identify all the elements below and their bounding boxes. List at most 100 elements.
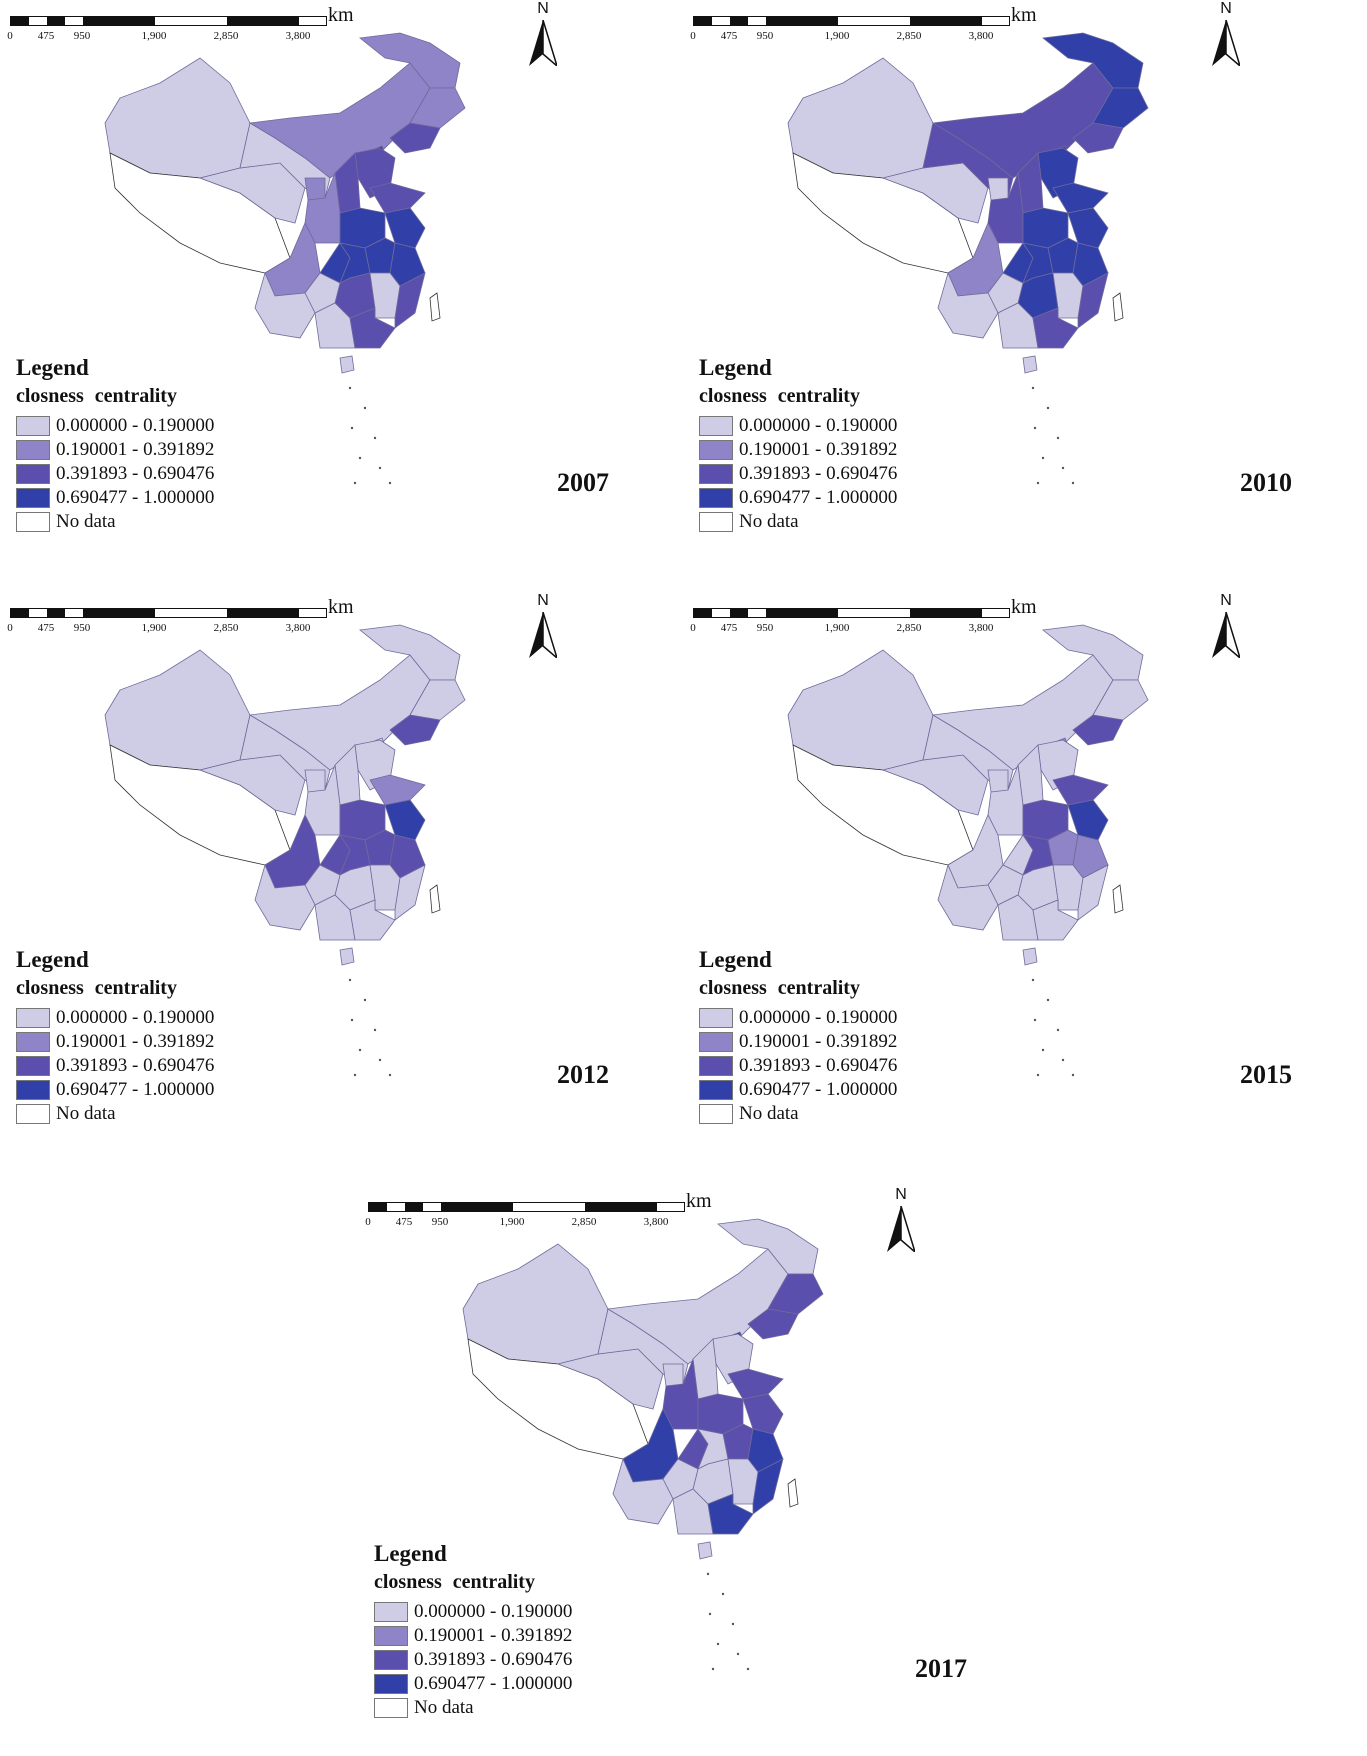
legend: Legend closness centrality 0.000000 - 0.…	[699, 355, 1019, 534]
scale-tick: 2,850	[571, 1216, 597, 1228]
scale-tick: 2,850	[213, 30, 239, 42]
region-guangdong	[349, 307, 396, 349]
scale-tick: 3,800	[285, 622, 311, 634]
region-guangdong	[349, 899, 396, 941]
scale-bar: km 0 475 950 1,900 2,850 3,800	[690, 596, 1053, 642]
region-yunnan	[612, 1457, 674, 1525]
legend-label: 0.690477 - 1.000000	[56, 1079, 215, 1100]
legend-swatch	[16, 1080, 50, 1100]
legend-item: 0.391893 - 0.690476	[699, 462, 1019, 486]
north-arrow-icon: N	[523, 0, 563, 70]
island-marker	[388, 481, 392, 485]
region-shandong	[1052, 182, 1109, 214]
legend-label: No data	[56, 511, 116, 532]
scale-bar-strip	[368, 1202, 685, 1212]
region-yunnan	[937, 271, 999, 339]
island-marker	[1031, 386, 1035, 390]
region-liaoning	[389, 122, 441, 154]
north-label: N	[537, 592, 549, 609]
scale-tick: 950	[73, 622, 91, 634]
region-taiwan	[429, 292, 441, 322]
legend-swatch	[16, 1008, 50, 1028]
north-arrow-icon: N	[881, 1186, 921, 1256]
region-fujian	[394, 864, 426, 921]
legend-swatch	[699, 488, 733, 508]
legend-title: Legend	[16, 355, 89, 380]
island-marker	[350, 1018, 354, 1022]
region-yunnan	[254, 271, 316, 339]
legend-swatch	[374, 1602, 408, 1622]
legend: Legend closness centrality 0.000000 - 0.…	[16, 355, 336, 534]
north-label: N	[1220, 0, 1232, 17]
island-marker	[721, 1592, 725, 1596]
legend-swatch	[16, 1032, 50, 1052]
island-marker	[716, 1642, 720, 1646]
scale-bar-strip	[10, 608, 327, 618]
region-hainan	[697, 1541, 713, 1560]
legend-item: 0.391893 - 0.690476	[699, 1054, 1019, 1078]
legend-item: 0.391893 - 0.690476	[16, 1054, 336, 1078]
island-marker	[736, 1652, 740, 1656]
north-label: N	[1220, 592, 1232, 609]
year-label: 2017	[915, 1654, 967, 1683]
scale-tick: 1,900	[141, 622, 167, 634]
legend-swatch	[16, 512, 50, 532]
island-marker	[1046, 998, 1050, 1002]
legend: Legend closness centrality 0.000000 - 0.…	[699, 947, 1019, 1126]
island-marker	[373, 1028, 377, 1032]
island-marker	[353, 481, 357, 485]
region-taiwan	[429, 884, 441, 914]
scale-bar-unit: km	[1011, 596, 1037, 618]
legend-title: Legend	[699, 355, 772, 380]
scale-bar-unit: km	[328, 596, 354, 618]
region-hainan	[1022, 947, 1038, 966]
legend-label: 0.190001 - 0.391892	[414, 1625, 573, 1646]
region-shandong	[369, 774, 426, 806]
legend-swatch	[699, 512, 733, 532]
map-panel: km 0 475 950 1,900 2,850 3,800 N Legend …	[0, 592, 683, 1162]
legend-item: 0.690477 - 1.000000	[699, 486, 1019, 510]
region-guangdong	[1032, 899, 1079, 941]
scale-bar: km 0 475 950 1,900 2,850 3,800	[365, 1190, 728, 1236]
region-xinjiang	[104, 649, 251, 771]
legend-subtitle: closness centrality	[699, 977, 860, 999]
island-marker	[1061, 466, 1065, 470]
scale-tick: 1,900	[824, 622, 850, 634]
legend-item: No data	[374, 1696, 694, 1720]
region-liaoning	[747, 1308, 799, 1340]
north-label: N	[895, 1186, 907, 1203]
scale-tick: 1,900	[141, 30, 167, 42]
scale-tick: 475	[37, 30, 55, 42]
choropleth-map	[90, 28, 520, 508]
legend-label: 0.190001 - 0.391892	[56, 439, 215, 460]
legend-label: 0.391893 - 0.690476	[414, 1649, 573, 1670]
island-marker	[378, 466, 382, 470]
scale-tick: 0	[690, 622, 696, 634]
scale-tick: 2,850	[213, 622, 239, 634]
region-liaoning	[1072, 122, 1124, 154]
island-marker	[378, 1058, 382, 1062]
scale-bar: km 0 475 950 1,900 2,850 3,800	[7, 596, 370, 642]
choropleth-map	[448, 1214, 878, 1694]
year-label: 2012	[557, 1060, 609, 1089]
scale-bar: km 0 475 950 1,900 2,850 3,800	[690, 4, 1053, 50]
map-panel: km 0 475 950 1,900 2,850 3,800 N Legend …	[683, 592, 1366, 1162]
scale-tick: 2,850	[896, 622, 922, 634]
region-yunnan	[254, 863, 316, 931]
island-marker	[1071, 481, 1075, 485]
scale-bar-strip	[10, 16, 327, 26]
scale-bar-unit: km	[1011, 4, 1037, 26]
legend-swatch	[699, 1080, 733, 1100]
legend-label: 0.190001 - 0.391892	[56, 1031, 215, 1052]
legend-item: 0.190001 - 0.391892	[16, 438, 336, 462]
legend-swatch	[16, 440, 50, 460]
legend-label: No data	[739, 1103, 799, 1124]
scale-bar-strip	[693, 608, 1010, 618]
scale-tick: 1,900	[824, 30, 850, 42]
scale-tick: 3,800	[285, 30, 311, 42]
region-taiwan	[1112, 884, 1124, 914]
north-arrow-icon: N	[523, 592, 563, 662]
island-marker	[363, 998, 367, 1002]
scale-tick: 475	[720, 30, 738, 42]
legend-subtitle: closness centrality	[16, 977, 177, 999]
